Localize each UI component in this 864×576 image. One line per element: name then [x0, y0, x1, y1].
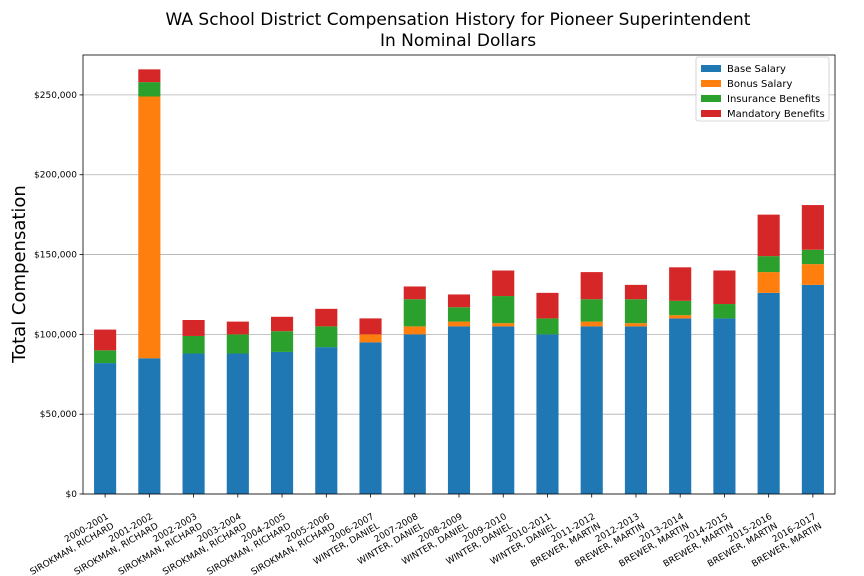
bar-segment-insurance-benefits [713, 304, 736, 319]
bar-segment-insurance-benefits [182, 335, 205, 354]
bar-segment-mandatory-benefits [138, 69, 161, 83]
x-axis-ticks: 2000-2001SIROKMAN, RICHARD2001-2002SIROK… [23, 494, 824, 576]
bar-segment-base-salary [94, 363, 117, 494]
bar-segment-bonus-salary [669, 315, 692, 319]
bar-segment-insurance-benefits [669, 300, 692, 316]
y-axis-label: Total Compensation [9, 185, 30, 364]
legend-swatch [701, 110, 721, 117]
bar-segment-mandatory-benefits [271, 316, 294, 332]
bar-segment-base-salary [138, 358, 161, 494]
bar-segment-insurance-benefits [536, 318, 559, 335]
bar-segment-mandatory-benefits [226, 321, 249, 335]
chart-title: WA School District Compensation History … [166, 10, 751, 30]
bar-segment-base-salary [403, 334, 426, 494]
bar-segment-insurance-benefits [315, 326, 338, 348]
bar-segment-mandatory-benefits [801, 205, 824, 250]
legend-swatch [701, 65, 721, 72]
bar-segment-insurance-benefits [801, 249, 824, 265]
bar-segment-bonus-salary [492, 323, 515, 327]
bar-segment-base-salary [447, 326, 471, 494]
bar-segment-bonus-salary [801, 264, 824, 285]
bar-segment-mandatory-benefits [580, 272, 603, 300]
bar-segment-base-salary [359, 342, 382, 494]
bar-segment-insurance-benefits [94, 350, 117, 364]
bar-segment-bonus-salary [359, 334, 382, 343]
legend-box [695, 56, 830, 122]
bar-segment-bonus-salary [447, 321, 471, 327]
bar-segment-base-salary [669, 318, 692, 494]
bar-segment-mandatory-benefits [669, 267, 692, 301]
bar-segment-bonus-salary [757, 272, 780, 293]
bars [94, 69, 824, 494]
bar-segment-mandatory-benefits [536, 292, 559, 319]
y-tick-label: $200,000 [34, 171, 77, 181]
bar-segment-mandatory-benefits [94, 329, 117, 351]
x-tick-label: 2000-2001SIROKMAN, RICHARD [23, 512, 116, 576]
legend-swatch [701, 95, 721, 102]
legend-swatch [701, 80, 721, 87]
bar-segment-bonus-salary [624, 323, 647, 327]
y-tick-label: $0 [66, 490, 78, 500]
bar-segment-mandatory-benefits [757, 214, 780, 257]
bar-segment-base-salary [580, 326, 603, 494]
y-tick-label: $150,000 [34, 251, 77, 261]
bar-segment-base-salary [624, 326, 647, 494]
bar-segment-mandatory-benefits [624, 284, 647, 300]
bar-segment-base-salary [801, 284, 824, 494]
bar-segment-base-salary [713, 318, 736, 494]
chart-subtitle: In Nominal Dollars [380, 31, 536, 51]
legend-label: Mandatory Benefits [727, 109, 825, 120]
bar-segment-mandatory-benefits [359, 318, 382, 335]
legend: Base Salary Bonus Salary Insurance Benefit… [695, 56, 830, 122]
bar-segment-mandatory-benefits [403, 286, 426, 300]
bar-segment-bonus-salary [580, 321, 603, 327]
bar-segment-base-salary [315, 347, 338, 494]
bar-segment-insurance-benefits [492, 296, 515, 324]
y-tick-label: $250,000 [34, 91, 77, 101]
bar-segment-base-salary [536, 334, 559, 494]
bar-segment-insurance-benefits [403, 299, 426, 327]
bar-segment-base-salary [492, 326, 515, 494]
bar-segment-mandatory-benefits [713, 270, 736, 305]
bar-segment-base-salary [271, 351, 294, 494]
legend-label: Base Salary [727, 64, 786, 75]
bar-segment-base-salary [182, 353, 205, 494]
y-tick-label: $50,000 [40, 410, 77, 420]
legend-label: Bonus Salary [727, 79, 793, 90]
bar-segment-mandatory-benefits [447, 294, 471, 308]
bar-segment-base-salary [757, 292, 780, 494]
bar-segment-bonus-salary [403, 326, 426, 335]
bar-segment-insurance-benefits [757, 256, 780, 273]
bar-segment-base-salary [226, 353, 249, 494]
y-tick-label: $100,000 [34, 330, 77, 340]
bar-segment-insurance-benefits [226, 334, 249, 354]
bar-segment-mandatory-benefits [492, 270, 515, 297]
legend-label: Insurance Benefits [727, 94, 820, 105]
bar-segment-insurance-benefits [138, 82, 161, 97]
bar-segment-insurance-benefits [624, 299, 647, 324]
plot-area-frame [82, 54, 836, 495]
bar-segment-insurance-benefits [271, 331, 294, 352]
bar-segment-insurance-benefits [580, 299, 603, 322]
bar-segment-insurance-benefits [447, 307, 471, 322]
bar-segment-mandatory-benefits [315, 308, 338, 327]
bar-segment-mandatory-benefits [182, 319, 205, 336]
y-axis-ticks: $0 $50,000 $100,000 $150,000 $200,000 $250,00… [34, 91, 83, 500]
bar-segment-bonus-salary [138, 96, 161, 359]
